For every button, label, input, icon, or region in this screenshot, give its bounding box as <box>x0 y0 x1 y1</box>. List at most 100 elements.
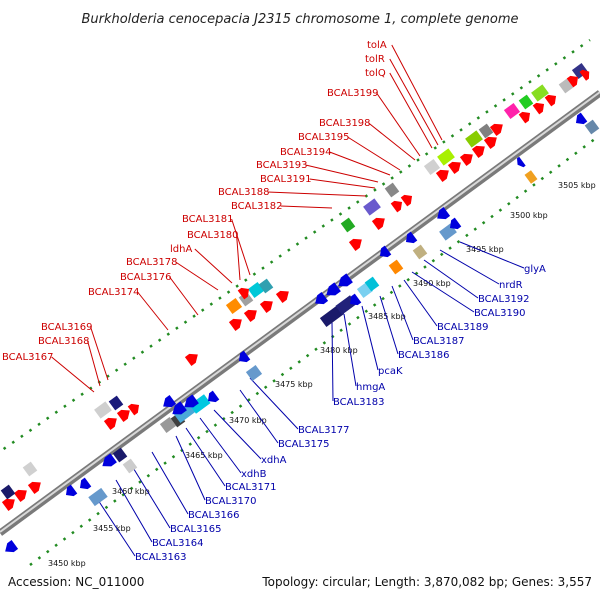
forward-gene <box>384 182 400 198</box>
reverse-gene-label: BCAL3186 <box>398 350 450 361</box>
reverse-leader-line <box>151 451 189 515</box>
forward-gene-label: BCAL3188 <box>218 187 270 198</box>
reverse-gene <box>319 305 345 327</box>
forward-gene <box>348 238 362 251</box>
forward-leader-line <box>280 205 333 209</box>
reverse-leader-line <box>199 417 242 474</box>
forward-gene <box>27 481 41 494</box>
forward-leader-line <box>231 218 251 276</box>
forward-gene <box>571 63 589 79</box>
forward-gene-label: ldhA <box>170 244 192 255</box>
reverse-leader-line <box>213 409 262 460</box>
forward-gene <box>478 123 494 139</box>
forward-gene <box>518 111 531 124</box>
forward-gene-label: BCAL3178 <box>126 257 178 268</box>
reverse-leader-line <box>185 427 226 487</box>
forward-leader-line <box>389 58 439 146</box>
reverse-gene <box>584 119 600 135</box>
forward-gene <box>371 217 385 230</box>
forward-gene-label: BCAL3168 <box>38 336 90 347</box>
reverse-gene-label: BCAL3164 <box>152 538 204 549</box>
forward-gene <box>471 145 485 158</box>
forward-gene <box>94 401 112 419</box>
scale-tick-label: 3495 kbp <box>466 245 504 254</box>
forward-leader-line <box>347 136 401 171</box>
scale-tick-label: 3475 kbp <box>275 380 313 389</box>
reverse-gene <box>172 401 187 415</box>
reverse-gene-label: BCAL3187 <box>413 336 465 347</box>
scale-tick-label: 3490 kbp <box>413 279 451 288</box>
reverse-leader-line <box>249 377 299 430</box>
reverse-gene <box>122 458 138 474</box>
forward-leader-line <box>376 92 421 157</box>
forward-gene <box>13 489 27 502</box>
chromosome-backbone-highlight <box>0 91 600 533</box>
forward-gene-label: tolR <box>365 54 385 65</box>
forward-gene <box>127 403 140 416</box>
reverse-strand-guide <box>29 134 600 566</box>
reverse-gene-label: BCAL3192 <box>478 294 530 305</box>
forward-leader-line <box>391 44 443 141</box>
forward-leader-line <box>329 151 391 176</box>
forward-gene <box>184 353 198 366</box>
reverse-leader-line <box>97 499 136 557</box>
forward-gene-label: BCAL3169 <box>41 322 93 333</box>
forward-gene <box>1 498 15 511</box>
reverse-gene <box>163 395 177 408</box>
reverse-gene-label: BCAL3166 <box>188 510 240 521</box>
reverse-gene-label: BCAL3165 <box>170 524 222 535</box>
accession-text: Accession: NC_011000 <box>8 575 144 589</box>
forward-leader-line <box>137 291 169 331</box>
reverse-gene-label: pcaK <box>378 366 403 377</box>
reverse-gene <box>189 394 211 414</box>
reverse-leader-line <box>379 295 399 355</box>
forward-gene-label: BCAL3195 <box>298 132 350 143</box>
forward-leader-line <box>236 234 241 281</box>
reverse-leader-line <box>239 389 279 444</box>
reverse-gene <box>245 365 263 381</box>
reverse-gene <box>388 259 404 275</box>
reverse-gene <box>184 394 199 408</box>
reverse-gene-label: BCAL3170 <box>205 496 257 507</box>
forward-gene <box>259 300 273 313</box>
forward-gene-label: BCAL3180 <box>187 230 239 241</box>
reverse-gene <box>516 156 526 168</box>
forward-gene <box>483 136 497 149</box>
forward-gene <box>518 94 534 110</box>
forward-leader-line <box>51 356 95 393</box>
reverse-gene <box>412 244 428 260</box>
forward-gene-label: tolA <box>367 40 387 51</box>
reverse-gene <box>88 487 108 507</box>
scale-tick-label: 3470 kbp <box>229 416 267 425</box>
forward-gene <box>228 318 242 331</box>
forward-gene <box>531 84 549 102</box>
forward-leader-line <box>90 326 109 381</box>
forward-leader-line <box>194 248 233 284</box>
scale-tick-label: 3450 kbp <box>48 559 86 568</box>
forward-leader-line <box>389 72 433 149</box>
forward-leader-line <box>267 191 367 197</box>
reverse-gene <box>170 412 186 428</box>
scale-ticks: 3450 kbp 3455 kbp 3460 kbp 3465 kbp 3470 kbp… <box>48 181 596 568</box>
reverse-leader-line <box>411 271 475 313</box>
scale-tick-label: 3505 kbp <box>558 181 596 190</box>
genome-summary-text: Topology: circular; Length: 3,870,082 bp… <box>261 575 592 589</box>
forward-gene <box>103 417 117 430</box>
forward-gene <box>423 159 441 175</box>
forward-gene <box>544 94 557 107</box>
forward-gene-label: BCAL3198 <box>319 118 371 129</box>
reverse-gene <box>379 245 392 258</box>
forward-gene-label: BCAL3176 <box>120 272 172 283</box>
forward-gene <box>340 217 356 233</box>
reverse-gene <box>65 484 78 497</box>
reverse-gene <box>437 207 451 220</box>
forward-gene <box>489 123 503 136</box>
forward-gene <box>465 130 483 148</box>
reverse-gene <box>338 273 353 287</box>
reverse-gene <box>575 112 588 125</box>
reverse-leader-line <box>361 305 379 371</box>
reverse-leader-line <box>331 321 334 402</box>
reverse-gene <box>102 453 117 467</box>
reverse-gene <box>449 217 462 230</box>
map-title: Burkholderia cenocepacia J2315 chromosom… <box>81 12 518 27</box>
